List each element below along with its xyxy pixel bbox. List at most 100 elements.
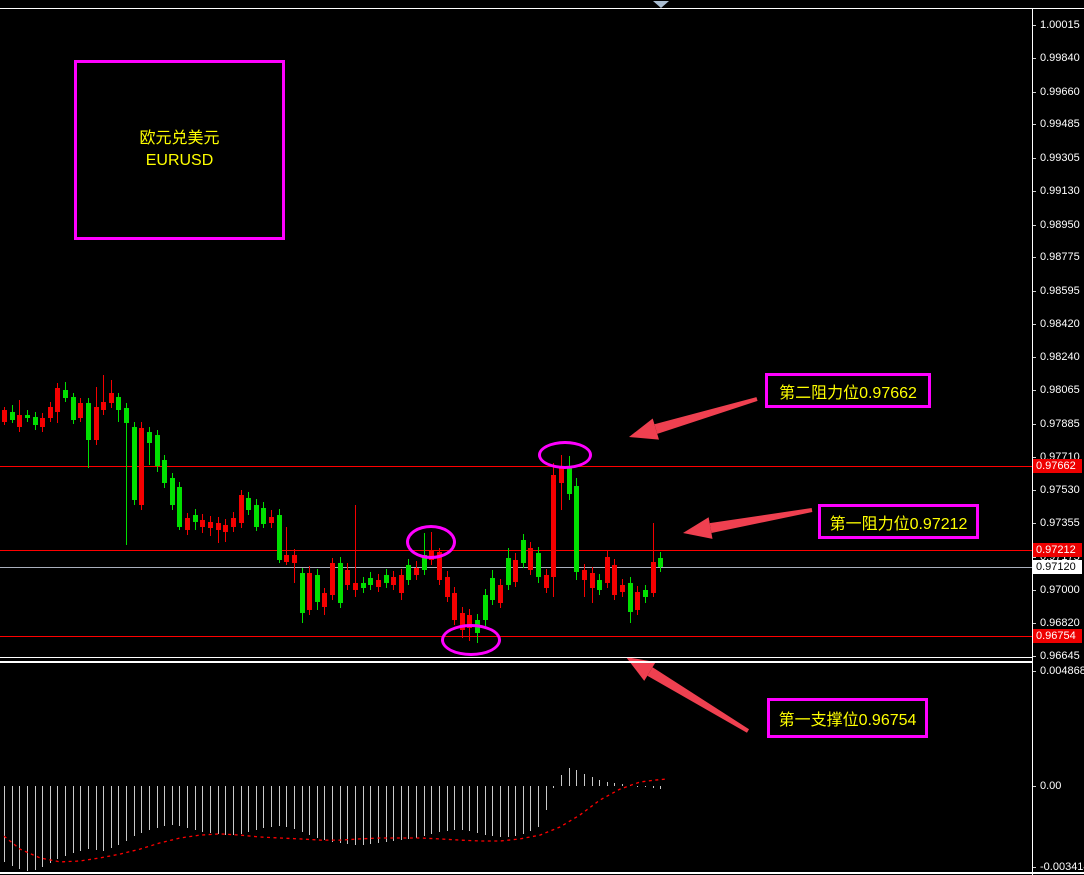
resistance2-label-box[interactable]: 第二阻力位0.97662 xyxy=(765,373,931,408)
current-price-badge: 0.97120 xyxy=(1033,560,1082,575)
panel-separator-line[interactable] xyxy=(0,657,1032,658)
panel-separator-line-2[interactable] xyxy=(0,661,1032,663)
osma-bar xyxy=(179,786,180,827)
resistance2-label: 第二阻力位0.97662 xyxy=(779,384,917,402)
resistance1-label: 第一阻力位0.97212 xyxy=(829,515,968,533)
candle-body xyxy=(86,402,91,440)
indicator-tick-mark xyxy=(1032,867,1036,868)
candle-body xyxy=(10,411,15,420)
price-tick-label: 0.97000 xyxy=(1040,583,1080,596)
chart-top-border xyxy=(0,8,1084,9)
price-tick-mark xyxy=(1032,390,1036,392)
candle-body xyxy=(513,559,518,582)
osma-bar xyxy=(233,786,234,836)
candle-body xyxy=(628,582,633,612)
support1-label-box[interactable]: 第一支撑位0.96754 xyxy=(767,698,928,738)
candle-body xyxy=(437,552,442,580)
price-tick-mark xyxy=(1032,257,1036,259)
peak-high-ellipse[interactable] xyxy=(538,441,592,469)
resistance1-label-box[interactable]: 第一阻力位0.97212 xyxy=(818,504,979,539)
price-tick-label: 0.98775 xyxy=(1040,251,1080,264)
second-resistance-price-badge: 0.97662 xyxy=(1033,458,1082,473)
arrow-to-peak[interactable] xyxy=(629,397,758,440)
osma-bar xyxy=(50,786,51,864)
candle-body xyxy=(155,435,160,467)
osma-bar xyxy=(500,786,501,837)
osma-bar xyxy=(27,786,28,871)
osma-bar xyxy=(157,786,158,828)
minor-high-ellipse[interactable] xyxy=(406,525,456,559)
candle-body xyxy=(399,575,404,593)
price-tick-label: 0.97530 xyxy=(1040,484,1080,497)
osma-bar xyxy=(454,786,455,830)
osma-bar xyxy=(569,768,570,786)
candle-body xyxy=(651,561,656,593)
candle-body xyxy=(551,474,556,577)
osma-bar xyxy=(614,782,615,786)
candle-wick xyxy=(286,526,287,565)
price-tick-mark xyxy=(1032,158,1036,159)
osma-bar xyxy=(271,786,272,827)
osma-bar xyxy=(431,786,432,834)
candle-body xyxy=(559,467,564,483)
osma-bar xyxy=(126,786,127,841)
symbol-info-box[interactable]: 欧元兑美元 EURUSD xyxy=(74,60,285,240)
candle-body xyxy=(109,393,114,403)
candle-body xyxy=(490,578,495,600)
osma-bar xyxy=(309,786,310,836)
candle-body xyxy=(498,585,503,603)
candle-body xyxy=(33,417,38,425)
osma-bar xyxy=(439,786,440,832)
candle-wick xyxy=(103,374,104,415)
arrow-to-resistance1[interactable] xyxy=(683,508,813,539)
candle-body xyxy=(48,406,53,418)
price-tick-mark xyxy=(1032,656,1036,658)
osma-bar xyxy=(111,786,112,848)
candle-body xyxy=(246,497,251,510)
osma-bar xyxy=(653,786,654,788)
chart-bottom-border xyxy=(0,872,1084,874)
osma-bar xyxy=(118,786,119,846)
arrow-to-support[interactable] xyxy=(626,657,750,733)
second-resistance-line[interactable] xyxy=(0,465,1032,467)
candle-body xyxy=(17,414,22,427)
candle-body xyxy=(170,477,175,506)
candle-body xyxy=(506,558,511,585)
swing-low-ellipse[interactable] xyxy=(441,624,501,656)
osma-bar xyxy=(172,786,173,825)
candle-body xyxy=(605,557,610,583)
price-tick-mark xyxy=(1032,91,1036,93)
price-tick-mark xyxy=(1032,291,1036,292)
price-axis-line[interactable] xyxy=(1032,8,1033,875)
price-tick-label: 0.98950 xyxy=(1040,218,1080,231)
candle-body xyxy=(567,467,572,494)
osma-bar xyxy=(386,786,387,842)
first-resistance-line[interactable] xyxy=(0,549,1032,551)
price-tick-label: 0.98240 xyxy=(1040,351,1080,364)
first-support-line[interactable] xyxy=(0,635,1032,637)
candle-body xyxy=(78,402,83,418)
candle-body xyxy=(528,547,533,570)
price-tick-label: 0.99840 xyxy=(1040,51,1080,64)
candle-body xyxy=(521,540,526,563)
candle-body xyxy=(231,517,236,527)
candle-body xyxy=(376,579,381,587)
candle-body xyxy=(200,520,205,527)
price-tick-label: 0.96820 xyxy=(1040,617,1080,630)
arrow-to-resistance1-shaft xyxy=(709,508,813,534)
price-tick-label: 0.97885 xyxy=(1040,417,1080,430)
panel-splitter-handle-icon[interactable] xyxy=(653,1,669,8)
osma-bar xyxy=(561,775,562,786)
candle-body xyxy=(361,582,366,588)
osma-bar xyxy=(88,786,89,850)
osma-bar xyxy=(164,786,165,827)
price-tick-mark xyxy=(1032,456,1036,458)
candle-body xyxy=(406,564,411,580)
arrow-to-peak-shaft xyxy=(654,397,758,434)
candle-body xyxy=(590,573,595,588)
osma-bar xyxy=(553,786,554,788)
candle-body xyxy=(139,428,144,505)
candle-wick xyxy=(584,564,585,597)
osma-bar xyxy=(65,786,66,856)
